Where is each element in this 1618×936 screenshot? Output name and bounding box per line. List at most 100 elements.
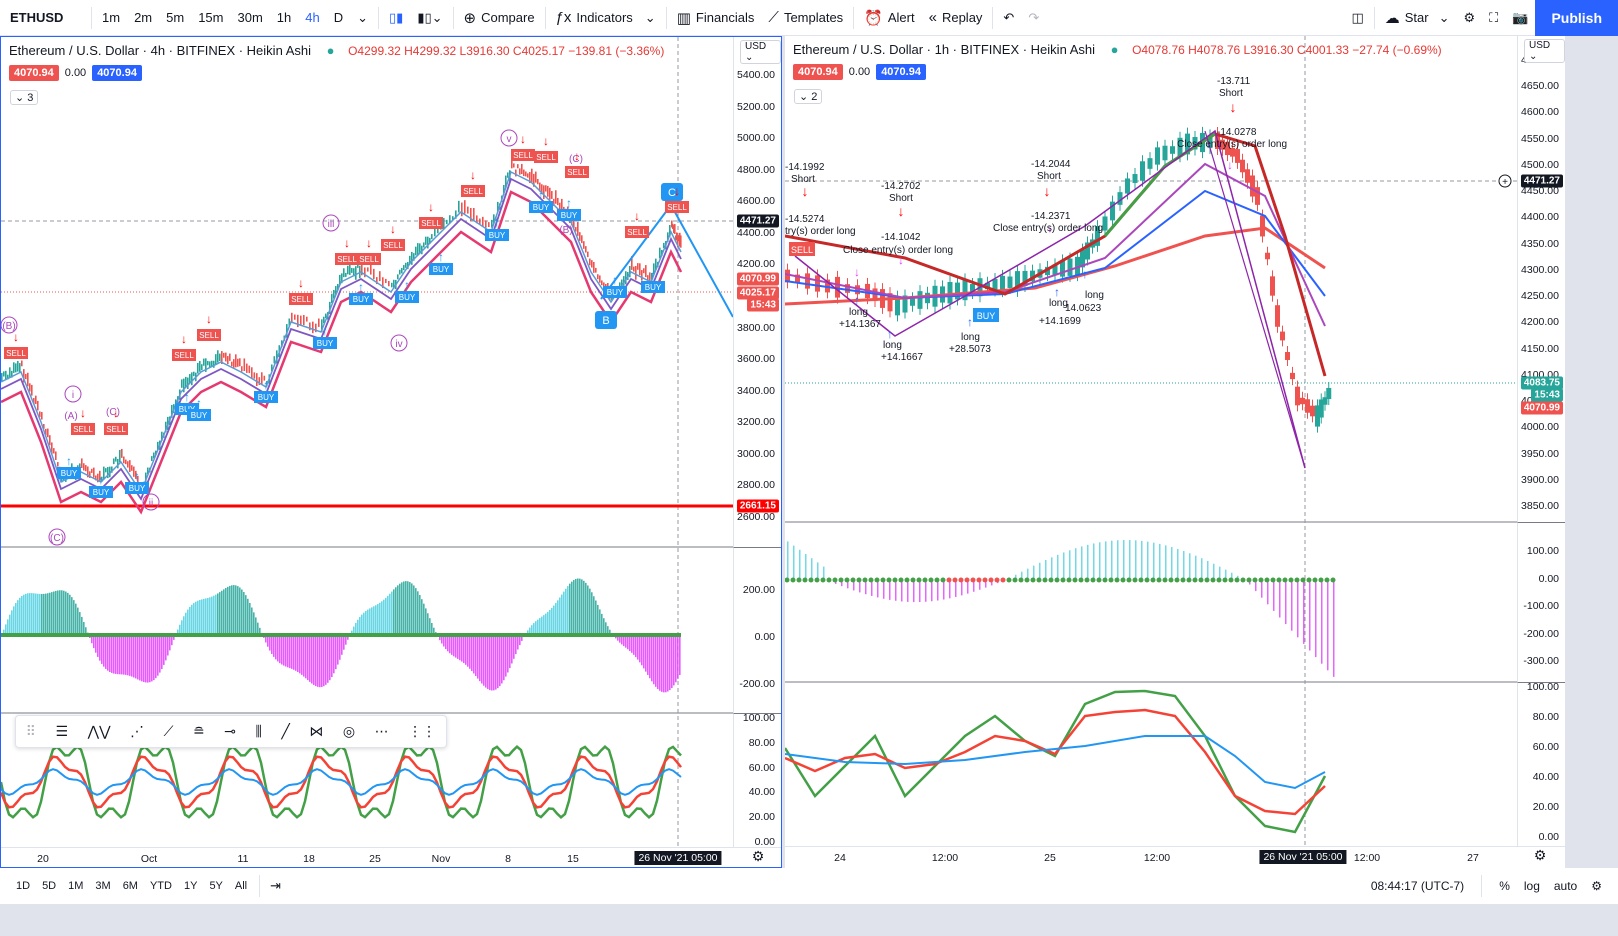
alert-button[interactable]: ⏰ Alert <box>857 0 921 36</box>
range-6m[interactable]: 6M <box>122 880 138 892</box>
currency-select[interactable]: USD ⌄ <box>740 40 781 64</box>
replay-button[interactable]: « Replay <box>922 0 990 36</box>
histogram-bar <box>363 612 365 636</box>
signal-dot <box>1048 577 1054 583</box>
indicators-button[interactable]: ƒx Indicators ⌄ <box>549 0 663 36</box>
range-1y[interactable]: 1Y <box>183 880 198 892</box>
interval-d[interactable]: D <box>333 10 344 25</box>
layout-icon[interactable]: ◫ <box>1351 9 1364 25</box>
up-arrow-icon: ↑ <box>196 396 202 410</box>
drag-handle-icon[interactable]: ⠿ <box>25 723 37 739</box>
histogram-bar <box>673 635 675 686</box>
settings-gear-icon[interactable]: ⚙ <box>751 848 765 864</box>
range-ytd[interactable]: YTD <box>149 880 172 892</box>
range-3m[interactable]: 3M <box>95 880 111 892</box>
interval-4h[interactable]: 4h <box>305 10 320 25</box>
range-all[interactable]: All <box>234 880 248 892</box>
log-toggle[interactable]: log <box>1523 879 1540 893</box>
right-price-axis[interactable]: 4700.004650.004600.004550.004500.004450.… <box>1517 36 1565 522</box>
histogram-bar <box>799 549 801 581</box>
right-osc-axis[interactable]: 100.00 0.00 -100.00 -200.00 -300.00 <box>1517 522 1565 682</box>
interval-1h[interactable]: 1h <box>276 10 292 25</box>
range-1d[interactable]: 1D <box>16 880 31 892</box>
heikin-candle <box>533 173 535 187</box>
more-tools-icon[interactable]: ⋮⋮ <box>408 723 437 739</box>
alert-label: Alert <box>887 10 915 25</box>
histogram-bar <box>1021 571 1023 581</box>
left-osc-axis[interactable]: 200.00 0.00 -200.00 <box>733 547 781 713</box>
range-5d[interactable]: 5D <box>42 880 57 892</box>
redo-icon[interactable]: ↷ <box>1028 9 1040 25</box>
ranges-icon[interactable]: ⋯ <box>374 723 389 739</box>
buy-signal <box>641 281 665 293</box>
undo-icon[interactable]: ↶ <box>1003 9 1015 25</box>
right-chart[interactable]: BUY SELL ↓ ↓ ↓ ↓ ↓ ↓ ↓ ↓ ↑ ↑ ↑ ↑ ↑ + Ethereum / U.S. Do… <box>785 36 1565 868</box>
abc-pattern-icon[interactable]: ⋀⋁ <box>87 723 111 739</box>
settings-gear-icon[interactable]: ⚙ <box>1591 879 1602 893</box>
sell-price-button[interactable]: 4070.94 <box>793 64 843 80</box>
left-price-axis[interactable]: 5400.00 5200.00 5000.00 4800.00 4600.00 4400.… <box>733 37 781 547</box>
fib-icon[interactable]: ≘ <box>192 723 205 739</box>
financials-button[interactable]: ▥ Financials <box>670 0 762 36</box>
buy-price-button[interactable]: 4070.94 <box>876 64 926 80</box>
horizontal-lines-icon[interactable]: ☰ <box>55 723 69 739</box>
histogram-bar <box>91 635 93 644</box>
right-time-axis[interactable]: 24 12:00 25 12:00 12:00 27 26 Nov '21 05:00 ⚙ <box>785 846 1565 866</box>
elliott-wave-icon[interactable]: ⋰ <box>130 723 145 739</box>
chevron-down-icon[interactable]: ⌄ <box>357 9 369 25</box>
histogram-bar <box>231 585 233 636</box>
interval-1m[interactable]: 1m <box>102 10 121 25</box>
currency-select[interactable]: USD ⌄ <box>1524 39 1565 63</box>
percent-toggle[interactable]: % <box>1499 879 1510 893</box>
histogram-bar <box>567 586 569 636</box>
range-1m[interactable]: 1M <box>68 880 84 892</box>
bars-style-icon[interactable]: ▯▮ <box>389 9 404 25</box>
camera-icon[interactable]: 📷 <box>1512 9 1529 25</box>
settings-gear-icon[interactable]: ⚙ <box>1463 9 1476 25</box>
sell-price-button[interactable]: 4070.94 <box>9 65 59 81</box>
range-5y[interactable]: 5Y <box>209 880 223 892</box>
clock[interactable]: 08:44:17 (UTC-7) <box>1370 879 1465 893</box>
publish-button[interactable]: Publish <box>1535 0 1618 36</box>
fullscreen-icon[interactable]: ⛶ <box>1489 9 1499 25</box>
right-chart-canvas[interactable]: BUY SELL ↓ ↓ ↓ ↓ ↓ ↓ ↓ ↓ ↑ ↑ ↑ ↑ ↑ + <box>785 36 1565 866</box>
histogram-bar <box>477 635 479 679</box>
settings-gear-icon[interactable]: ⚙ <box>1533 847 1547 863</box>
left-rsi-tick: 40.00 <box>748 786 775 799</box>
interval-2m[interactable]: 2m <box>134 10 153 25</box>
down-arrow-icon: ↓ <box>1047 221 1053 235</box>
templates-button[interactable]: ⟋ Templates <box>761 0 850 36</box>
study-collapse-button[interactable]: ⌄ 3 <box>10 90 39 105</box>
compare-button[interactable]: ⊕ Compare <box>457 0 542 36</box>
signal-dot <box>808 577 814 583</box>
heikin-candle <box>43 424 45 429</box>
spiral-icon[interactable]: ◎ <box>342 723 356 739</box>
left-rsi-axis[interactable]: 100.00 80.00 60.00 40.00 20.00 0.00 <box>733 712 781 848</box>
auto-toggle[interactable]: auto <box>1553 879 1578 893</box>
goto-date-icon[interactable]: ⇥ <box>270 878 282 893</box>
pattern-icon[interactable]: ⋈ <box>309 723 324 739</box>
histogram-bar <box>1213 563 1215 581</box>
heikin-candle <box>85 465 87 472</box>
vertical-lines-icon[interactable]: ⫼ <box>255 723 262 739</box>
left-time-axis[interactable]: 20 Oct 11 18 25 Nov 8 15 26 Nov '21 05:00 ⚙ <box>1 847 781 867</box>
symbol-search[interactable]: ETHUSD <box>10 10 64 25</box>
heikin-candle <box>221 351 223 365</box>
interval-5m[interactable]: 5m <box>166 10 185 25</box>
candles-style-icon[interactable]: ▮▯⌄ <box>417 9 443 25</box>
right-price-tick: 3950.00 <box>1521 447 1559 460</box>
left-chart-canvas[interactable]: (B) i (A) (C) ii (C) iii iv v (C) (B) C B SELL ↓ SELL ↓ S… <box>1 37 781 867</box>
star-button[interactable]: ☁ Star ⌄ <box>1378 0 1457 36</box>
study-collapse-button[interactable]: ⌄ 2 <box>794 89 823 104</box>
buy-price-button[interactable]: 4070.94 <box>92 65 142 81</box>
line-icon[interactable]: ╱ <box>281 723 290 739</box>
interval-30m[interactable]: 30m <box>237 10 263 25</box>
heikin-candle <box>581 235 583 244</box>
interval-15m[interactable]: 15m <box>198 10 224 25</box>
trend-line-icon[interactable]: ⟋ <box>163 723 174 739</box>
right-rsi-axis[interactable]: 100.00 80.00 60.00 40.00 20.00 0.00 <box>1517 681 1565 846</box>
horizontal-ray-icon[interactable]: ⊸ <box>224 723 236 739</box>
heikin-candle <box>425 236 427 245</box>
up-arrow-icon: ↑ <box>66 454 72 468</box>
left-chart[interactable]: (B) i (A) (C) ii (C) iii iv v (C) (B) C B SELL ↓ SELL ↓ S… <box>0 36 782 868</box>
